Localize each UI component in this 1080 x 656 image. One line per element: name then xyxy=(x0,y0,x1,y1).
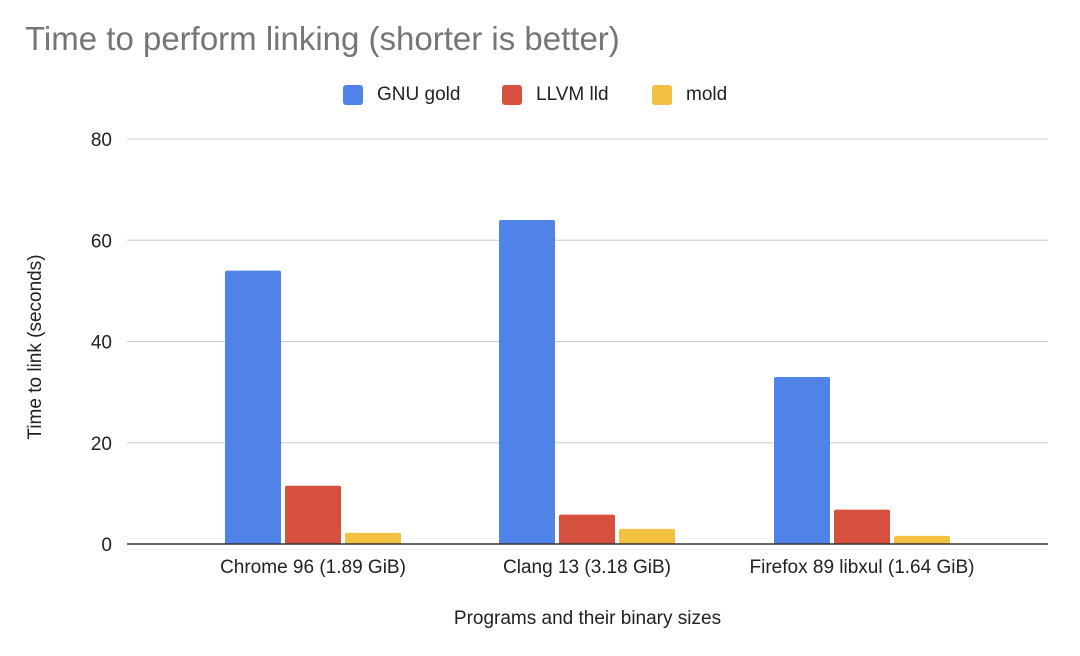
legend-item-mold: mold xyxy=(652,82,727,108)
bar-gnu-gold-3 xyxy=(774,376,830,544)
legend-swatch-llvm-lld xyxy=(502,85,522,105)
legend-item-llvm-lld: LLVM lld xyxy=(502,82,609,108)
legend-label-llvm-lld: LLVM lld xyxy=(536,84,609,105)
y-axis-title-text: Time to link (seconds) xyxy=(25,254,46,440)
bar-mold-1 xyxy=(345,532,401,544)
legend-swatch-mold xyxy=(652,85,672,105)
x-axis-title: Programs and their binary sizes xyxy=(453,608,722,629)
x-tick-label-3: Firefox 89 libxul (1.64 GiB) xyxy=(750,557,975,578)
y-tick-label-0: 0 xyxy=(101,535,112,556)
bar-llvm-lld-3 xyxy=(834,509,890,544)
y-tick-label-40: 40 xyxy=(91,333,112,354)
chart-legend: GNU gold LLVM lld mold xyxy=(0,82,1080,108)
bar-gnu-gold-1 xyxy=(225,270,281,544)
legend-label-mold: mold xyxy=(686,84,728,105)
y-tick-label-20: 20 xyxy=(91,434,112,455)
legend-swatch-gnu-gold xyxy=(343,85,363,105)
chart-title: Time to perform linking (shorter is bett… xyxy=(25,20,620,57)
bar-llvm-lld-2 xyxy=(559,514,615,544)
x-tick-label-1: Chrome 96 (1.89 GiB) xyxy=(220,557,406,578)
legend-label-gnu-gold: GNU gold xyxy=(377,84,461,105)
legend-item-gnu-gold: GNU gold xyxy=(343,82,460,108)
y-tick-label-80: 80 xyxy=(91,130,112,151)
bar-mold-2 xyxy=(619,528,675,544)
bar-mold-3 xyxy=(894,535,950,544)
bar-gnu-gold-2 xyxy=(499,220,555,544)
x-tick-label-2: Clang 13 (3.18 GiB) xyxy=(503,557,671,578)
y-tick-label-60: 60 xyxy=(91,231,112,252)
bar-llvm-lld-1 xyxy=(285,485,341,544)
